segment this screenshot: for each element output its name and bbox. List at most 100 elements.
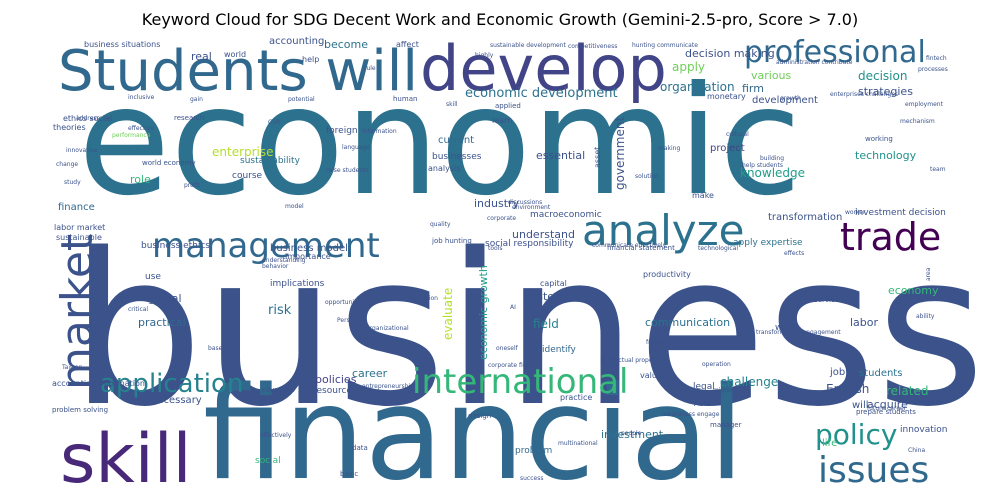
word-business-situations: business situations [84,40,160,49]
word-become: become [324,38,368,51]
word-working: working [865,135,893,143]
word-career: career [352,367,388,380]
word-understanding: understanding [262,257,306,264]
word-labor-market: labor market [54,223,105,232]
word-human: human [393,95,417,103]
word-design: design [468,412,491,420]
word-critical: critical [128,306,148,313]
word-decision-making: decision making [685,47,775,60]
word-affect: affect [396,40,419,49]
word-professional: professional [744,35,926,70]
word-hunting-communicate: hunting communicate [632,42,698,49]
word-monetary: monetary [707,92,746,101]
word-essential: essential [536,149,585,162]
word-raise-students: raise students [326,167,369,174]
word-market: market [52,234,103,390]
word-personal: Personal [337,317,363,324]
word-performance: performance [112,132,151,139]
word-real: real [191,50,212,63]
word-economic: economic [78,55,802,229]
word-management: management [152,226,380,266]
word-social-responsibility: social responsibility [485,239,574,249]
word-mechanism: mechanism [900,118,935,125]
word-labor: labor [850,316,879,329]
word-apply: apply [672,60,705,74]
word-social: social [255,456,281,466]
word-processes: processes [918,66,948,73]
word-economy: economy [888,284,939,297]
word-various: various [751,69,792,82]
word-china: China [908,447,925,454]
word-awareness-engage: awareness engage [663,411,720,418]
word-trade: trade [840,215,941,259]
word-identify: identify [542,345,576,355]
word-investment: investment [601,428,664,441]
word-organizational: organizational [366,325,409,332]
word-financial-statement: financial statement [607,244,675,252]
word-knowledge: knowledge [740,166,805,180]
word-government: government [613,117,627,190]
word-problem-solving: problem solving [52,406,108,414]
word-communication: communication [645,316,730,329]
word-macroeconomic: macroeconomic [530,210,602,220]
word-economic-development: economic development [465,86,618,101]
word-address: address [76,115,100,122]
word-resource: resource [313,386,352,396]
word-sustainability: sustainability [240,156,301,166]
word-technology: technology [855,149,917,162]
word-tools: tools [488,245,503,252]
word-migrant: migrant [713,387,737,394]
word-basic: basic [340,470,358,478]
word-strategies: strategies [858,85,913,98]
word-intellectual-property: intellectual property [600,357,661,364]
word-system: system [525,290,565,303]
word-theories: theories [53,123,86,132]
word-inclusive: inclusive [128,94,155,101]
word-necessary: necessary [151,395,202,406]
word-world-economy: world economy [142,159,196,167]
word-acquire: acquire [867,398,908,411]
word-manager: manager [710,421,742,429]
word-job: job [829,367,845,378]
word-highly: highly [475,52,494,59]
word-building: building [760,155,784,162]
word-practice: practice [560,393,592,402]
word-operation: operation [702,361,731,368]
word-quality: quality [430,221,451,228]
word-service: service [814,296,839,304]
word-opportunities: opportunities [325,299,365,306]
word-issues: issues [818,450,929,491]
word-industry: industry [474,197,520,210]
word-use: use [145,272,161,282]
word-entrepreneurship: entrepreneurship [362,383,414,390]
word-businesses: businesses [432,152,482,162]
word-development: development [752,95,818,106]
word-fintech: fintech [926,55,947,62]
word-countries: countries [262,386,295,394]
word-corporate: corporate [487,215,516,222]
word-capital: capital [540,279,567,288]
word-ethics-social: ethics social [63,114,112,123]
word-communicate-effectively: communicate effectively [592,242,667,249]
word-transformation: transformation [768,212,842,223]
word-technological: technological [698,245,738,252]
word-asset: asset [593,147,602,168]
word-transformation-engagement: transformation engagement [756,329,841,336]
word-related: related [886,384,928,398]
word-business-ethics: business ethics [141,241,210,251]
word-area: area [925,267,932,281]
word-students-will: Students will [58,39,418,104]
word-behavior: behavior [262,263,289,270]
word-cultural: cultural [726,131,749,138]
word-risk: risk [268,303,292,318]
word-ai: AI [510,304,516,311]
word-asia: Asia [694,399,711,408]
word-future-career: future career [867,405,907,412]
word-public: public [388,288,409,296]
word-csr: CSR [268,119,280,126]
word-global: global [148,292,182,305]
word-growth: growth [780,95,801,102]
word-accounting-information: accounting information [52,379,145,388]
word-rule: rule [364,65,376,72]
